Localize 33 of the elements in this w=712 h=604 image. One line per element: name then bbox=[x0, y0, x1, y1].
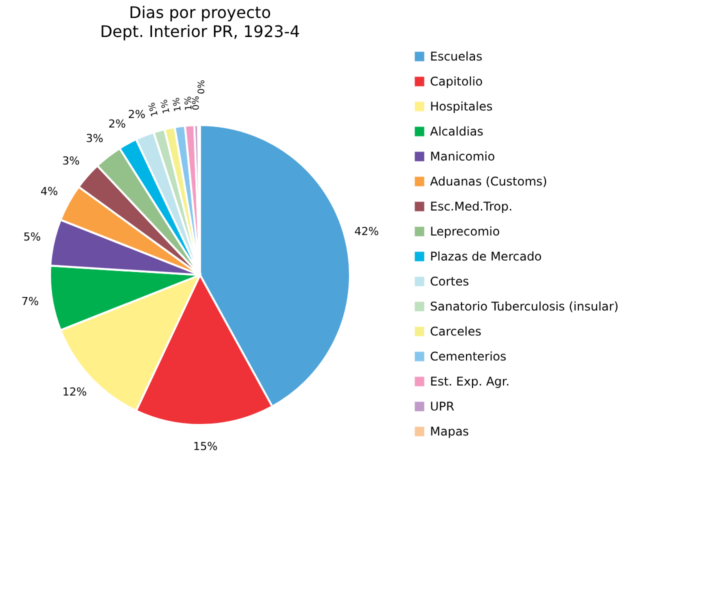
data-label: 3% bbox=[62, 154, 80, 168]
legend-label: UPR bbox=[430, 400, 454, 414]
data-label: 15% bbox=[193, 440, 218, 453]
legend-label: Leprecomio bbox=[430, 224, 500, 238]
legend-label: Manicomio bbox=[430, 150, 495, 164]
data-label: 4% bbox=[40, 185, 58, 198]
data-label: 7% bbox=[21, 294, 39, 308]
data-label: 2% bbox=[128, 108, 146, 122]
legend-label: Capitolio bbox=[430, 74, 483, 88]
data-label: 0% bbox=[191, 95, 202, 110]
data-label: 2% bbox=[108, 117, 126, 130]
data-label: 1% bbox=[160, 98, 172, 114]
legend-label: Est. Exp. Agr. bbox=[430, 374, 510, 388]
legend-label: Alcaldias bbox=[430, 124, 484, 138]
legend-label: Esc.Med.Trop. bbox=[430, 200, 512, 214]
legend-label: Cortes bbox=[430, 274, 469, 288]
data-label: 3% bbox=[86, 132, 104, 146]
legend-label: Mapas bbox=[430, 424, 469, 438]
data-label: 12% bbox=[62, 386, 87, 399]
legend-label: Hospitales bbox=[430, 100, 493, 114]
legend-label: Cementerios bbox=[430, 350, 506, 364]
legend-label: Aduanas (Customs) bbox=[430, 174, 548, 188]
chart-title: Dias por proyecto bbox=[129, 3, 271, 22]
legend-label: Carceles bbox=[430, 324, 482, 338]
legend-label: Plazas de Mercado bbox=[430, 250, 542, 264]
legend-label: Escuelas bbox=[430, 50, 482, 64]
chart-subtitle: Dept. Interior PR, 1923-4 bbox=[100, 22, 300, 41]
legend-label: Sanatorio Tuberculosis (insular) bbox=[430, 300, 618, 314]
data-label: 1% bbox=[147, 100, 161, 118]
data-label: 1% bbox=[172, 96, 184, 112]
data-label: 42% bbox=[354, 225, 379, 238]
data-label: 0% bbox=[197, 79, 208, 94]
data-label: 5% bbox=[23, 230, 41, 244]
